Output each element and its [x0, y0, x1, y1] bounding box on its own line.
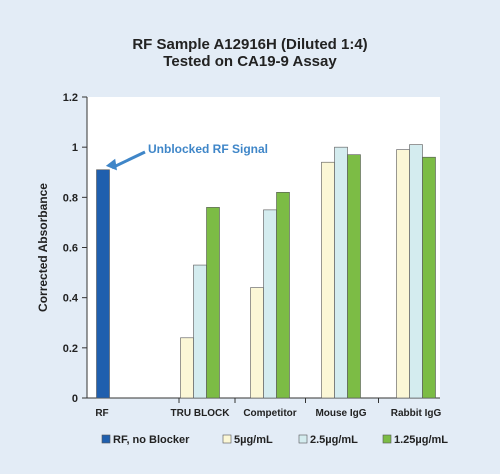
annotation-text: Unblocked RF Signal [148, 142, 268, 156]
y-axis-label: Corrected Absorbance [36, 183, 50, 312]
y-tick-label: 0.6 [63, 243, 78, 255]
bar-1-25-g-ml-tru-block [206, 207, 220, 399]
bar-5-g-ml-rabbit-igg [396, 149, 410, 399]
y-tick-label: 1 [72, 142, 78, 154]
y-tick-label: 0.4 [63, 293, 79, 305]
legend-label: 5µg/mL [234, 434, 273, 446]
bar-5-g-ml-competitor [250, 287, 264, 399]
x-tick-label: RF [95, 408, 108, 419]
legend-swatch [382, 434, 392, 444]
legend-swatch [298, 434, 308, 444]
chart-title-line-1: RF Sample A12916H (Diluted 1:4) [132, 36, 368, 53]
bar-5-g-ml-mouse-igg [321, 161, 335, 399]
bar-2-5-g-ml-tru-block [193, 264, 207, 399]
bar-rf-no-blocker-rf [96, 169, 110, 399]
legend-swatch [222, 434, 232, 444]
legend-label: 2.5µg/mL [310, 434, 358, 446]
legend-label: 1.25µg/mL [394, 434, 448, 446]
x-tick-label: TRU BLOCK [171, 408, 231, 419]
y-tick-label: 0.8 [63, 192, 78, 204]
x-tick-label: Competitor [243, 408, 296, 419]
chart-title-line-2: Tested on CA19-9 Assay [163, 53, 337, 70]
annotation-arrow-shaft [111, 150, 146, 170]
y-tick-label: 0 [72, 393, 78, 405]
bar-1-25-g-ml-competitor [276, 192, 290, 399]
y-tick-label: 1.2 [63, 92, 78, 104]
annotation-arrow-head [105, 158, 117, 171]
x-tick-label: Rabbit IgG [391, 408, 442, 419]
legend-swatch [101, 434, 111, 444]
bar-2-5-g-ml-rabbit-igg [409, 144, 423, 399]
bar-2-5-g-ml-mouse-igg [334, 146, 348, 399]
bar-1-25-g-ml-rabbit-igg [422, 156, 436, 399]
legend-label: RF, no Blocker [113, 434, 190, 446]
y-tick-label: 0.2 [63, 343, 78, 355]
x-tick-label: Mouse IgG [315, 408, 366, 419]
bar-5-g-ml-tru-block [180, 337, 194, 399]
bar-1-25-g-ml-mouse-igg [347, 154, 361, 399]
bar-2-5-g-ml-competitor [263, 209, 277, 399]
